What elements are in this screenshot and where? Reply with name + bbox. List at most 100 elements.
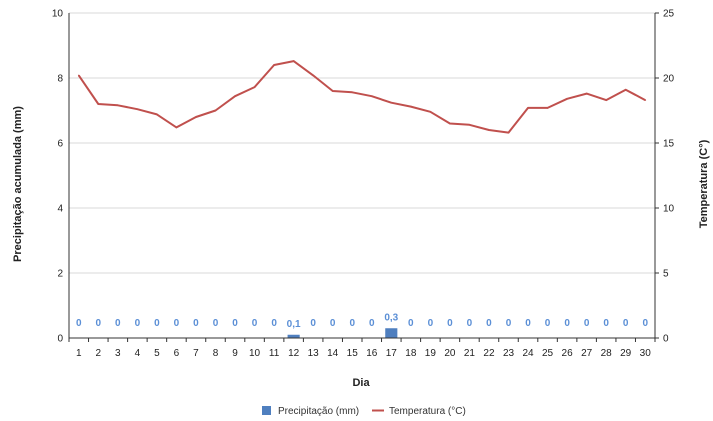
x-axis-tick-label: 5: [154, 348, 160, 359]
precipitation-data-label: 0: [252, 318, 258, 329]
left-axis-tick-label: 8: [57, 74, 63, 85]
x-axis-tick-label: 4: [135, 348, 141, 359]
left-axis-tick-label: 4: [57, 204, 63, 215]
temperature-point: [546, 107, 549, 109]
precipitation-data-label: 0: [642, 318, 648, 329]
temperature-point: [390, 101, 393, 104]
temperature-point: [507, 131, 510, 134]
x-axis-tick-label: 25: [542, 348, 554, 359]
precipitation-data-label: 0: [564, 318, 570, 329]
x-axis-tick-label: 26: [562, 348, 574, 359]
temperature-point: [449, 122, 451, 125]
temperature-point: [605, 99, 607, 101]
precipitation-data-label: 0: [584, 318, 590, 329]
x-axis-tick-label: 10: [249, 348, 261, 359]
x-axis-tick-label: 15: [347, 348, 359, 359]
labels-layer: 0 0 0 0 0 0 0 0 0 0 0 0,1 0 0 0 0 0,3 0 0 0 0 0 0 0 0 0 0 0 0 0: [76, 312, 648, 330]
right-axis-tick-label: 10: [663, 204, 675, 215]
precipitation-data-label: 0: [76, 318, 82, 329]
temperature-point: [488, 129, 490, 131]
x-axis-tick-label: 13: [308, 348, 320, 359]
x-axis-tick-label: 14: [327, 348, 339, 359]
precipitation-data-label: 0: [623, 318, 629, 329]
x-axis-tick-label: 17: [386, 348, 398, 359]
temperature-point: [117, 104, 119, 107]
x-axis-tick-label: 29: [620, 348, 632, 359]
temperature-point: [273, 64, 275, 66]
temperature-point: [195, 116, 197, 118]
precipitation-bar: [287, 334, 300, 338]
right-axis-title: Temperatura (C°): [698, 139, 710, 228]
x-axis-tick-label: 30: [640, 348, 652, 359]
precipitation-data-label: 0: [545, 318, 551, 329]
precipitation-data-label: 0,1: [287, 319, 301, 330]
left-axis-tick-label: 2: [57, 269, 63, 280]
precipitation-data-label: 0: [174, 318, 180, 329]
temperature-point: [292, 60, 295, 62]
temperature-point: [468, 124, 471, 126]
legend: Precipitação (mm) Temperatura (°C): [262, 406, 466, 417]
precipitation-data-label: 0: [96, 318, 102, 329]
right-axis-tick-label: 5: [663, 269, 669, 280]
temperature-point: [370, 95, 373, 97]
temperature-point: [214, 109, 217, 112]
precipitation-data-label: 0: [408, 318, 414, 329]
temperature-point: [253, 86, 256, 88]
x-axis-tick-label: 22: [483, 348, 495, 359]
temperature-point: [527, 107, 529, 109]
x-axis-tick-label: 8: [213, 348, 219, 359]
x-axis-tick-label: 9: [232, 348, 238, 359]
x-axis-tick-label: 3: [115, 348, 121, 359]
bars-layer: [287, 328, 398, 338]
precipitation-data-label: 0: [193, 318, 199, 329]
x-axis-tick-label: 11: [269, 348, 280, 359]
temperature-point: [136, 108, 139, 110]
left-axis-title: Precipitação acumulada (mm): [12, 106, 24, 262]
precipitation-data-label: 0: [428, 318, 434, 329]
legend-label-precipitation: Precipitação (mm): [278, 406, 359, 417]
temperature-line: [77, 60, 646, 134]
legend-swatch-precipitation: [262, 406, 271, 415]
temperature-point: [351, 91, 354, 94]
precipitation-data-label: 0: [115, 318, 121, 329]
precipitation-data-label: 0: [154, 318, 160, 329]
x-axis-title: Dia: [352, 377, 370, 389]
temperature-point: [429, 111, 432, 113]
x-axis-tick-label: 18: [405, 348, 417, 359]
temperature-point: [410, 105, 412, 108]
left-axis-tick-label: 6: [57, 139, 63, 150]
temperature-point: [77, 74, 80, 77]
precipitation-data-label: 0: [271, 318, 277, 329]
temperature-point: [566, 98, 568, 100]
temperature-point: [97, 103, 100, 105]
precipitation-data-label: 0: [467, 318, 473, 329]
precipitation-data-label: 0: [447, 318, 453, 329]
right-axis-tick-label: 15: [663, 139, 675, 150]
x-axis-tick-label: 7: [193, 348, 199, 359]
x-axis-tick-label: 1: [76, 348, 82, 359]
x-axis-tick-label: 27: [581, 348, 593, 359]
legend-label-temperature: Temperatura (°C): [389, 406, 466, 417]
x-axis-tick-label: 21: [464, 348, 476, 359]
right-axis-tick-label: 0: [663, 334, 669, 345]
temperature-point: [234, 95, 236, 97]
precipitation-data-label: 0: [135, 318, 141, 329]
precipitation-data-label: 0: [603, 318, 609, 329]
temperature-point: [624, 88, 627, 91]
right-axis-tick-label: 20: [663, 74, 675, 85]
precipitation-data-label: 0: [232, 318, 238, 329]
precipitation-data-label: 0: [506, 318, 512, 329]
x-axis-tick-label: 19: [425, 348, 437, 359]
precipitation-data-label: 0: [525, 318, 531, 329]
x-axis-tick-label: 6: [174, 348, 180, 359]
precipitation-data-label: 0: [349, 318, 355, 329]
precipitation-bar: [385, 328, 398, 338]
x-axis-tick-label: 23: [503, 348, 515, 359]
precipitation-data-label: 0: [369, 318, 375, 329]
precipitation-data-label: 0: [486, 318, 492, 329]
right-axis-tick-label: 25: [663, 9, 675, 20]
grid-layer: [69, 12, 655, 274]
temperature-point: [156, 113, 158, 116]
